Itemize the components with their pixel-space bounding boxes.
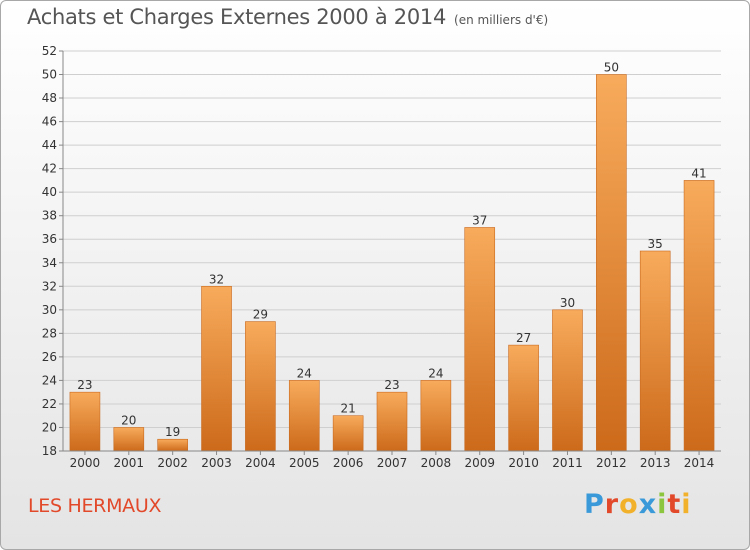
x-tick-label-2012: 2012 [596, 456, 627, 470]
data-label-2008: 24 [428, 366, 443, 380]
y-tick-label: 46 [42, 115, 57, 129]
x-tick-label-2000: 2000 [70, 456, 101, 470]
y-tick-label: 48 [42, 91, 57, 105]
data-label-2001: 20 [121, 413, 136, 427]
x-tick-label-2011: 2011 [552, 456, 583, 470]
data-label-2010: 27 [516, 331, 531, 345]
bar-2013[interactable] [639, 250, 671, 452]
logo-letter: o [619, 489, 639, 520]
bar-2003[interactable] [201, 285, 232, 452]
bar-2008[interactable] [420, 380, 452, 452]
logo-letter: P [584, 489, 605, 520]
logo-letter: x [638, 489, 658, 520]
bar-2000[interactable] [69, 391, 101, 452]
y-tick-label: 38 [42, 209, 57, 223]
y-tick-label: 28 [42, 326, 57, 340]
y-tick-label: 26 [42, 350, 57, 364]
data-label-2002: 19 [165, 425, 180, 439]
commune-name: LES HERMAUX [28, 495, 162, 517]
bar-2014[interactable] [683, 180, 715, 452]
y-tick-label: 36 [42, 232, 57, 246]
chart-unit: (en milliers d'€) [454, 13, 549, 27]
x-tick-label-2001: 2001 [114, 456, 145, 470]
proxiti-logo[interactable]: Proxiti [584, 489, 692, 520]
y-tick-label: 22 [42, 397, 57, 411]
x-tick-label-2005: 2005 [289, 456, 320, 470]
x-tick-label-2007: 2007 [377, 456, 408, 470]
y-tick-label: 24 [42, 373, 57, 387]
x-tick-label-2004: 2004 [245, 456, 276, 470]
x-tick-label-2006: 2006 [333, 456, 364, 470]
bar-2005[interactable] [288, 380, 320, 452]
y-tick-label: 32 [42, 279, 57, 293]
x-tick-label-2009: 2009 [464, 456, 495, 470]
data-label-2012: 50 [604, 61, 619, 75]
data-label-2014: 41 [691, 166, 706, 180]
x-tick-label-2014: 2014 [684, 456, 715, 470]
data-label-2004: 29 [253, 308, 268, 322]
chart-header: Achats et Charges Externes 2000 à 2014 (e… [27, 5, 548, 29]
x-tick-label-2002: 2002 [157, 456, 188, 470]
y-tick-label: 52 [42, 44, 57, 58]
x-tick-label-2013: 2013 [640, 456, 671, 470]
y-tick-label: 34 [42, 256, 57, 270]
x-tick-label-2003: 2003 [201, 456, 232, 470]
y-tick-label: 50 [42, 68, 57, 82]
bar-2004[interactable] [245, 321, 276, 452]
y-tick-label: 30 [42, 303, 57, 317]
y-tick-label: 20 [42, 420, 57, 434]
bar-2010[interactable] [508, 344, 539, 452]
bar-2012[interactable] [596, 74, 627, 452]
y-tick-label: 44 [42, 138, 57, 152]
bar-2002[interactable] [157, 438, 188, 452]
logo-letter: r [604, 489, 620, 520]
bar-2006[interactable] [332, 415, 364, 452]
data-label-2013: 35 [648, 237, 663, 251]
data-label-2011: 30 [560, 296, 575, 310]
bar-2001[interactable] [113, 427, 145, 452]
data-label-2005: 24 [297, 366, 312, 380]
y-tick-label: 18 [42, 444, 57, 458]
x-tick-label-2010: 2010 [508, 456, 539, 470]
logo-letter: i [657, 489, 668, 520]
data-label-2000: 23 [77, 378, 92, 392]
data-label-2007: 23 [384, 378, 399, 392]
bar-2011[interactable] [552, 309, 583, 452]
data-label-2009: 37 [472, 213, 487, 227]
data-label-2003: 32 [209, 272, 224, 286]
logo-letter: i [681, 489, 692, 520]
bar-2009[interactable] [464, 227, 496, 452]
y-tick-label: 42 [42, 162, 57, 176]
data-label-2006: 21 [340, 402, 355, 416]
logo-letter: t [667, 489, 682, 520]
bar-2007[interactable] [376, 391, 408, 452]
chart-title: Achats et Charges Externes 2000 à 2014 [27, 5, 447, 29]
y-tick-label: 40 [42, 185, 57, 199]
x-tick-label-2008: 2008 [421, 456, 452, 470]
